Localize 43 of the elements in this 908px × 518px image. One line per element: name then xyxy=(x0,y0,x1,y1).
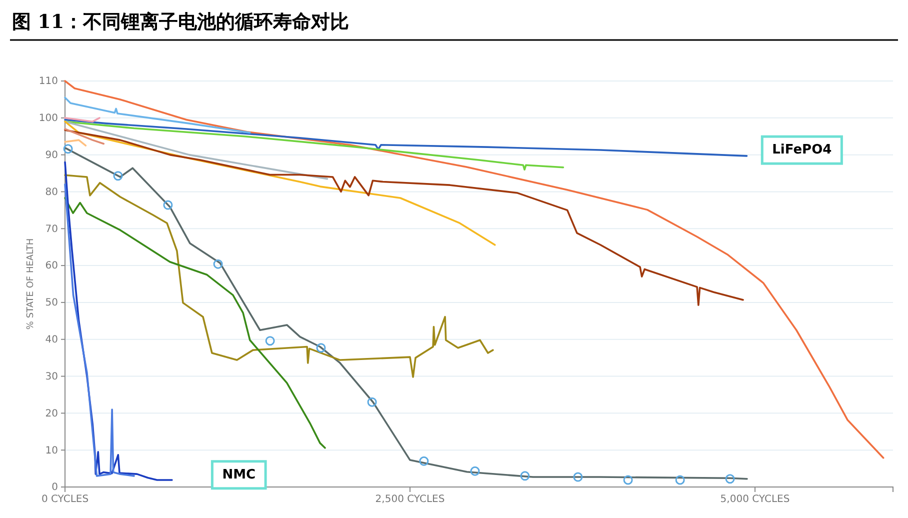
point xyxy=(675,475,685,485)
x-tick-label: 5,000 CYCLES xyxy=(720,494,790,506)
point xyxy=(316,343,326,353)
line-series xyxy=(64,129,744,306)
point xyxy=(623,475,633,485)
y-tick-label: 20 xyxy=(45,408,58,420)
y-tick-label: 40 xyxy=(45,334,58,346)
chart-title: 图 11：不同锂离子电池的循环寿命对比 xyxy=(12,11,350,33)
point xyxy=(520,471,530,481)
point xyxy=(113,171,123,181)
point xyxy=(573,472,583,482)
line-series xyxy=(64,174,494,378)
y-tick-label: 100 xyxy=(38,113,58,124)
x-tick-label: 2,500 CYCLES xyxy=(375,494,445,506)
y-axis-title: % STATE OF HEALTH xyxy=(26,238,36,330)
line-series xyxy=(64,118,748,157)
point xyxy=(725,474,735,484)
line-series xyxy=(64,96,251,134)
line-series xyxy=(64,120,564,170)
y-tick-label: 0 xyxy=(52,482,58,494)
y-tick-label: 90 xyxy=(45,150,58,162)
point xyxy=(163,200,173,210)
line-series xyxy=(64,120,496,246)
line-series xyxy=(64,183,135,477)
y-tick-label: 60 xyxy=(45,260,58,272)
line-series xyxy=(64,197,326,449)
point xyxy=(213,259,223,269)
point xyxy=(265,336,275,346)
point xyxy=(63,144,73,154)
point xyxy=(470,466,480,476)
y-tick-label: 110 xyxy=(38,76,58,88)
annotation: NMC xyxy=(222,467,256,482)
y-tick-label: 50 xyxy=(45,298,58,309)
y-tick-label: 80 xyxy=(45,186,58,198)
point xyxy=(419,456,429,466)
point xyxy=(367,397,377,407)
line-series xyxy=(64,161,173,481)
line-series xyxy=(64,80,884,459)
y-tick-label: 30 xyxy=(45,371,58,382)
y-tick-label: 70 xyxy=(45,224,58,235)
x-tick-label: 0 CYCLES xyxy=(41,494,89,506)
y-tick-label: 10 xyxy=(45,445,58,456)
annotation: LiFePO4 xyxy=(772,142,832,158)
